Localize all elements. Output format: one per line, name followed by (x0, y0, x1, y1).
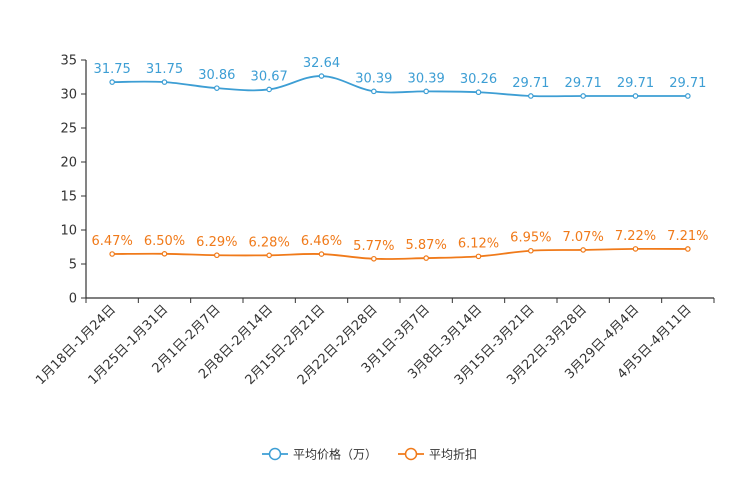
legend-marker (268, 447, 282, 461)
legend-label: 平均价格（万） (293, 447, 377, 462)
legend: 平均价格（万） 平均折扣 (262, 447, 477, 462)
data-point[interactable] (214, 252, 220, 259)
data-label: 30.39 (355, 71, 392, 86)
data-point[interactable] (632, 246, 639, 252)
y-tick-label: 35 (60, 54, 77, 69)
series-2: 6.47% 6.50% 6.29% 6.28% 6.46% 5.77% 5.87% 6.12%… (92, 229, 708, 262)
y-tick-label: 30 (60, 88, 77, 103)
y-axis: 0 5 10 15 20 25 30 35 (60, 54, 87, 307)
data-point[interactable] (318, 251, 325, 257)
y-tick-label: 10 (60, 224, 77, 239)
data-point[interactable] (475, 253, 482, 260)
y-tick-label: 25 (60, 122, 77, 137)
data-point[interactable] (161, 79, 168, 85)
data-point[interactable] (528, 93, 534, 99)
data-label: 31.75 (146, 62, 183, 77)
data-point[interactable] (580, 93, 586, 99)
y-tick-label: 15 (60, 190, 77, 205)
data-point[interactable] (580, 247, 586, 253)
data-point[interactable] (266, 86, 272, 93)
y-tick-label: 20 (60, 156, 77, 171)
series-line (112, 247, 688, 260)
y-tick-label: 0 (69, 292, 77, 307)
legend-marker (404, 447, 418, 461)
data-point[interactable] (371, 88, 377, 95)
data-point[interactable] (528, 247, 534, 254)
data-point[interactable] (109, 251, 115, 257)
data-label: 30.67 (251, 69, 288, 84)
data-label: 7.21% (667, 229, 708, 244)
data-point[interactable] (214, 85, 220, 91)
series-1: 31.75 31.75 30.86 30.67 32.64 30.39 30.39 30.26… (94, 56, 706, 99)
data-point[interactable] (109, 79, 115, 85)
data-point[interactable] (423, 88, 429, 95)
data-label: 29.71 (669, 76, 706, 91)
data-label: 6.50% (144, 234, 185, 249)
data-point[interactable] (632, 93, 639, 99)
data-label: 6.47% (92, 234, 133, 249)
data-label: 6.95% (510, 231, 551, 246)
data-point[interactable] (318, 73, 325, 79)
data-point[interactable] (475, 89, 482, 96)
data-point[interactable] (685, 246, 691, 252)
data-label: 32.64 (303, 56, 340, 71)
legend-label: 平均折扣 (429, 447, 477, 462)
data-label: 29.71 (565, 76, 602, 91)
data-point[interactable] (423, 255, 429, 261)
data-label: 6.29% (196, 235, 237, 250)
data-label: 30.39 (408, 71, 445, 86)
series-line (112, 75, 688, 98)
data-point[interactable] (685, 93, 691, 99)
data-label: 5.87% (406, 238, 447, 253)
series-layer: 31.75 31.75 30.86 30.67 32.64 30.39 30.39 30.26… (92, 56, 708, 262)
data-label: 7.07% (563, 230, 604, 245)
data-label: 30.86 (198, 68, 235, 83)
data-label: 30.26 (460, 72, 497, 87)
data-label: 6.28% (249, 235, 290, 250)
data-point[interactable] (371, 255, 377, 262)
data-label: 29.71 (512, 76, 549, 91)
data-label: 6.12% (458, 236, 499, 251)
y-tick-label: 5 (69, 258, 77, 273)
data-point[interactable] (266, 252, 272, 259)
legend-item-1[interactable]: 平均价格（万） (262, 447, 377, 462)
data-label: 5.77% (353, 239, 394, 254)
data-label: 7.22% (615, 229, 656, 244)
x-axis: 1月18日-1月24日1月25日-1月31日2月1日-2月7日2月8日-2月14… (33, 297, 715, 388)
data-point[interactable] (161, 251, 168, 257)
data-label: 31.75 (94, 62, 131, 77)
data-label: 6.46% (301, 234, 342, 249)
data-label: 29.71 (617, 76, 654, 91)
legend-item-2[interactable]: 平均折扣 (398, 447, 477, 462)
